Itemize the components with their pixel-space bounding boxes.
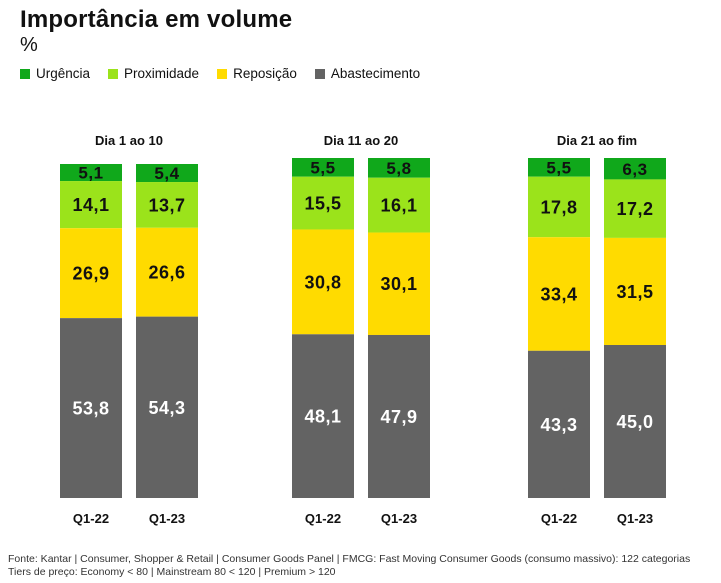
bar-segment xyxy=(528,237,590,351)
x-tick-label: Q1-22 xyxy=(541,511,577,526)
legend-swatch xyxy=(217,68,228,79)
legend-item: Abastecimento xyxy=(314,66,421,81)
legend: Urgência Proximidade Reposição Abasteciment… xyxy=(20,66,420,81)
data-label: 6,3 xyxy=(622,160,647,179)
tiers-line: Tiers de preço: Economy < 80 | Mainstrea… xyxy=(8,566,336,578)
bar-segment xyxy=(292,229,354,335)
data-label: 17,2 xyxy=(616,199,653,219)
data-label: 15,5 xyxy=(304,194,341,214)
data-label: 5,5 xyxy=(310,158,335,177)
bar-segment xyxy=(604,237,666,345)
x-tick-label: Q1-23 xyxy=(381,511,417,526)
bar-segment xyxy=(60,318,122,498)
bar-segment xyxy=(136,316,198,498)
data-label: 5,4 xyxy=(154,164,179,183)
data-label: 30,8 xyxy=(304,272,341,292)
chart-title: Importância em volume xyxy=(20,6,293,33)
bar-segment xyxy=(528,158,590,177)
group-title: Dia 11 ao 20 xyxy=(324,133,398,148)
legend-swatch xyxy=(108,68,119,79)
data-label: 5,5 xyxy=(546,158,571,177)
bar-segment xyxy=(60,164,122,182)
source-line: Fonte: Kantar | Consumer, Shopper & Reta… xyxy=(8,553,691,565)
bar-segment xyxy=(60,181,122,229)
x-tick-label: Q1-23 xyxy=(617,511,653,526)
x-tick-label: Q1-22 xyxy=(305,511,341,526)
data-label: 45,0 xyxy=(616,412,653,432)
bar-segment xyxy=(368,158,430,178)
legend-item: Proximidade xyxy=(108,66,199,81)
bar-segment xyxy=(528,350,590,498)
bar-segment xyxy=(292,176,354,230)
data-label: 14,1 xyxy=(72,195,109,215)
bar-segment xyxy=(604,158,666,180)
legend-swatch xyxy=(314,68,325,79)
bar-segment xyxy=(368,177,430,233)
legend-swatch xyxy=(20,68,30,79)
group-title: Dia 1 ao 10 xyxy=(95,133,163,148)
bar-segment xyxy=(136,164,198,183)
legend-label: Urgência xyxy=(36,66,91,81)
data-label: 30,1 xyxy=(380,274,417,294)
legend-item: Urgência xyxy=(20,66,90,81)
data-label: 26,6 xyxy=(148,263,185,283)
data-label: 53,8 xyxy=(72,399,109,419)
data-label: 5,8 xyxy=(386,159,411,178)
data-label: 13,7 xyxy=(148,195,185,215)
x-tick-label: Q1-23 xyxy=(149,511,185,526)
legend-label: Abastecimento xyxy=(330,66,421,81)
unit-label: % xyxy=(20,34,38,56)
data-label: 47,9 xyxy=(380,407,417,427)
bar-segment xyxy=(60,228,122,319)
data-label: 54,3 xyxy=(148,398,185,418)
data-label: 5,1 xyxy=(78,164,103,183)
bar-segment xyxy=(604,345,666,498)
bar-segment xyxy=(368,334,430,498)
bar-segment xyxy=(368,232,430,335)
bar-segment xyxy=(136,182,198,228)
data-label: 26,9 xyxy=(72,264,109,284)
bar-segment xyxy=(604,179,666,238)
data-label: 33,4 xyxy=(540,284,577,304)
legend-label: Proximidade xyxy=(124,66,200,81)
source-note: Fonte: Kantar | Consumer, Shopper & Reta… xyxy=(8,553,690,579)
x-tick-label: Q1-22 xyxy=(73,511,109,526)
data-label: 31,5 xyxy=(616,282,653,302)
bar-segment xyxy=(292,334,354,498)
data-label: 16,1 xyxy=(380,196,417,216)
data-label: 17,8 xyxy=(540,197,577,217)
group-title: Dia 21 ao fim xyxy=(557,133,637,148)
legend-label: Reposição xyxy=(233,66,297,81)
bar-segment xyxy=(528,176,590,238)
bar-segment xyxy=(292,158,354,177)
data-label: 43,3 xyxy=(540,415,577,435)
bar-segment xyxy=(136,227,198,317)
data-label: 48,1 xyxy=(304,407,341,427)
legend-item: Reposição xyxy=(217,66,297,81)
